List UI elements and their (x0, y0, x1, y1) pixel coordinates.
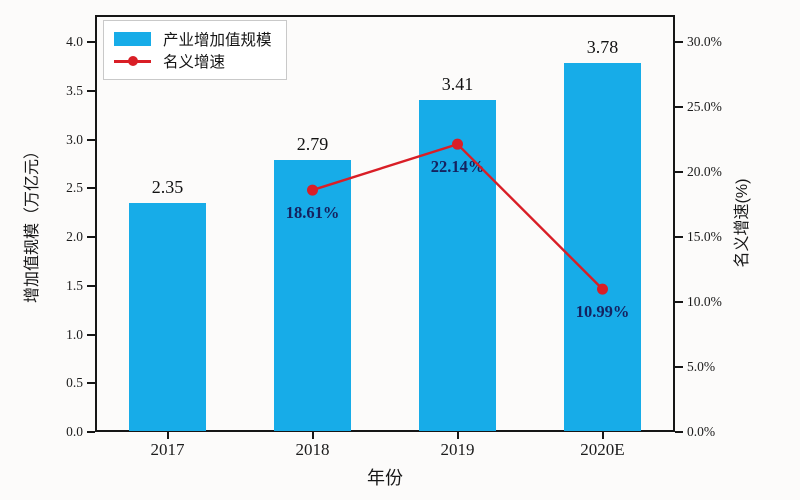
y-left-tick-mark (87, 431, 95, 433)
legend: 产业增加值规模 名义增速 (103, 20, 287, 80)
line-swatch-icon (114, 54, 151, 68)
plot-area (95, 15, 675, 432)
y-right-tick-mark (675, 366, 683, 368)
y-left-tick-mark (87, 41, 95, 43)
legend-bar-label: 产业增加值规模 (163, 32, 272, 49)
y-left-tick-mark (87, 236, 95, 238)
y-right-tick-mark (675, 106, 683, 108)
x-tick-mark-2019 (456, 432, 459, 439)
y-left-tick-label: 4.0 (66, 34, 83, 49)
y-left-tick-mark (87, 187, 95, 190)
bar-value-label-2019: 3.41 (441, 73, 474, 94)
growth-label-2020E: 10.99% (575, 302, 630, 322)
y-right-tick-mark (675, 171, 683, 173)
y-right-tick-label: 20.0% (687, 164, 722, 179)
y-left-tick-mark (87, 138, 95, 141)
y-right-tick-label: 30.0% (687, 34, 722, 49)
bar-2017 (129, 202, 206, 431)
y-left-tick-label: 0.5 (66, 375, 83, 391)
y-left-tick-label: 2.5 (66, 180, 83, 196)
growth-label-2018: 18.61% (285, 203, 340, 223)
x-tick-mark-2018 (311, 432, 314, 439)
y-right-tick-label: 5.0% (687, 359, 716, 374)
y-left-tick-label: 0.0 (66, 424, 83, 439)
x-tick-label-2017: 2017 (150, 440, 185, 459)
y-left-tick-mark (87, 89, 95, 92)
y-left-tick-label: 3.5 (66, 82, 83, 98)
x-tick-label-2020E: 2020E (580, 440, 625, 459)
y-right-tick-label: 25.0% (687, 99, 722, 114)
y-left-tick-label: 1.0 (66, 326, 83, 342)
x-tick-mark-2017 (166, 432, 169, 439)
x-axis-title: 年份 (367, 468, 403, 488)
y-axis-title-right: 名义增速(%) (734, 178, 751, 268)
x-tick-label-2019: 2019 (440, 440, 475, 459)
y-right-tick-mark (675, 431, 683, 433)
y-right-tick-label: 10.0% (687, 294, 722, 309)
y-left-tick-label: 3.0 (66, 131, 83, 147)
y-left-tick-mark (87, 284, 95, 287)
y-right-tick-label: 0.0% (687, 424, 716, 439)
bar-2020E (564, 63, 641, 431)
y-left-tick-label: 2.0 (66, 229, 83, 244)
x-tick-mark-2020E (601, 432, 604, 439)
legend-item-line: 名义增速 (114, 50, 272, 72)
y-right-tick-mark (675, 301, 683, 303)
bar-value-label-2020E: 3.78 (586, 37, 619, 58)
bar-swatch-icon (114, 32, 151, 46)
x-tick-label-2018: 2018 (295, 440, 330, 459)
y-right-tick-mark (675, 236, 683, 238)
y-right-tick-mark (675, 41, 683, 43)
legend-line-label: 名义增速 (163, 54, 226, 71)
y-left-tick-mark (87, 382, 95, 385)
y-left-tick-mark (87, 333, 95, 336)
bar-2019 (419, 99, 496, 431)
legend-item-bar: 产业增加值规模 (114, 28, 272, 50)
y-axis-title-left: 增加值规模（万亿元） (24, 142, 41, 304)
bar-2018 (274, 159, 351, 431)
growth-label-2019: 22.14% (430, 157, 485, 177)
y-left-tick-label: 1.5 (66, 277, 83, 293)
bar-value-label-2018: 2.79 (296, 133, 329, 154)
bar-value-label-2017: 2.35 (151, 176, 184, 197)
y-right-tick-label: 15.0% (687, 229, 722, 244)
